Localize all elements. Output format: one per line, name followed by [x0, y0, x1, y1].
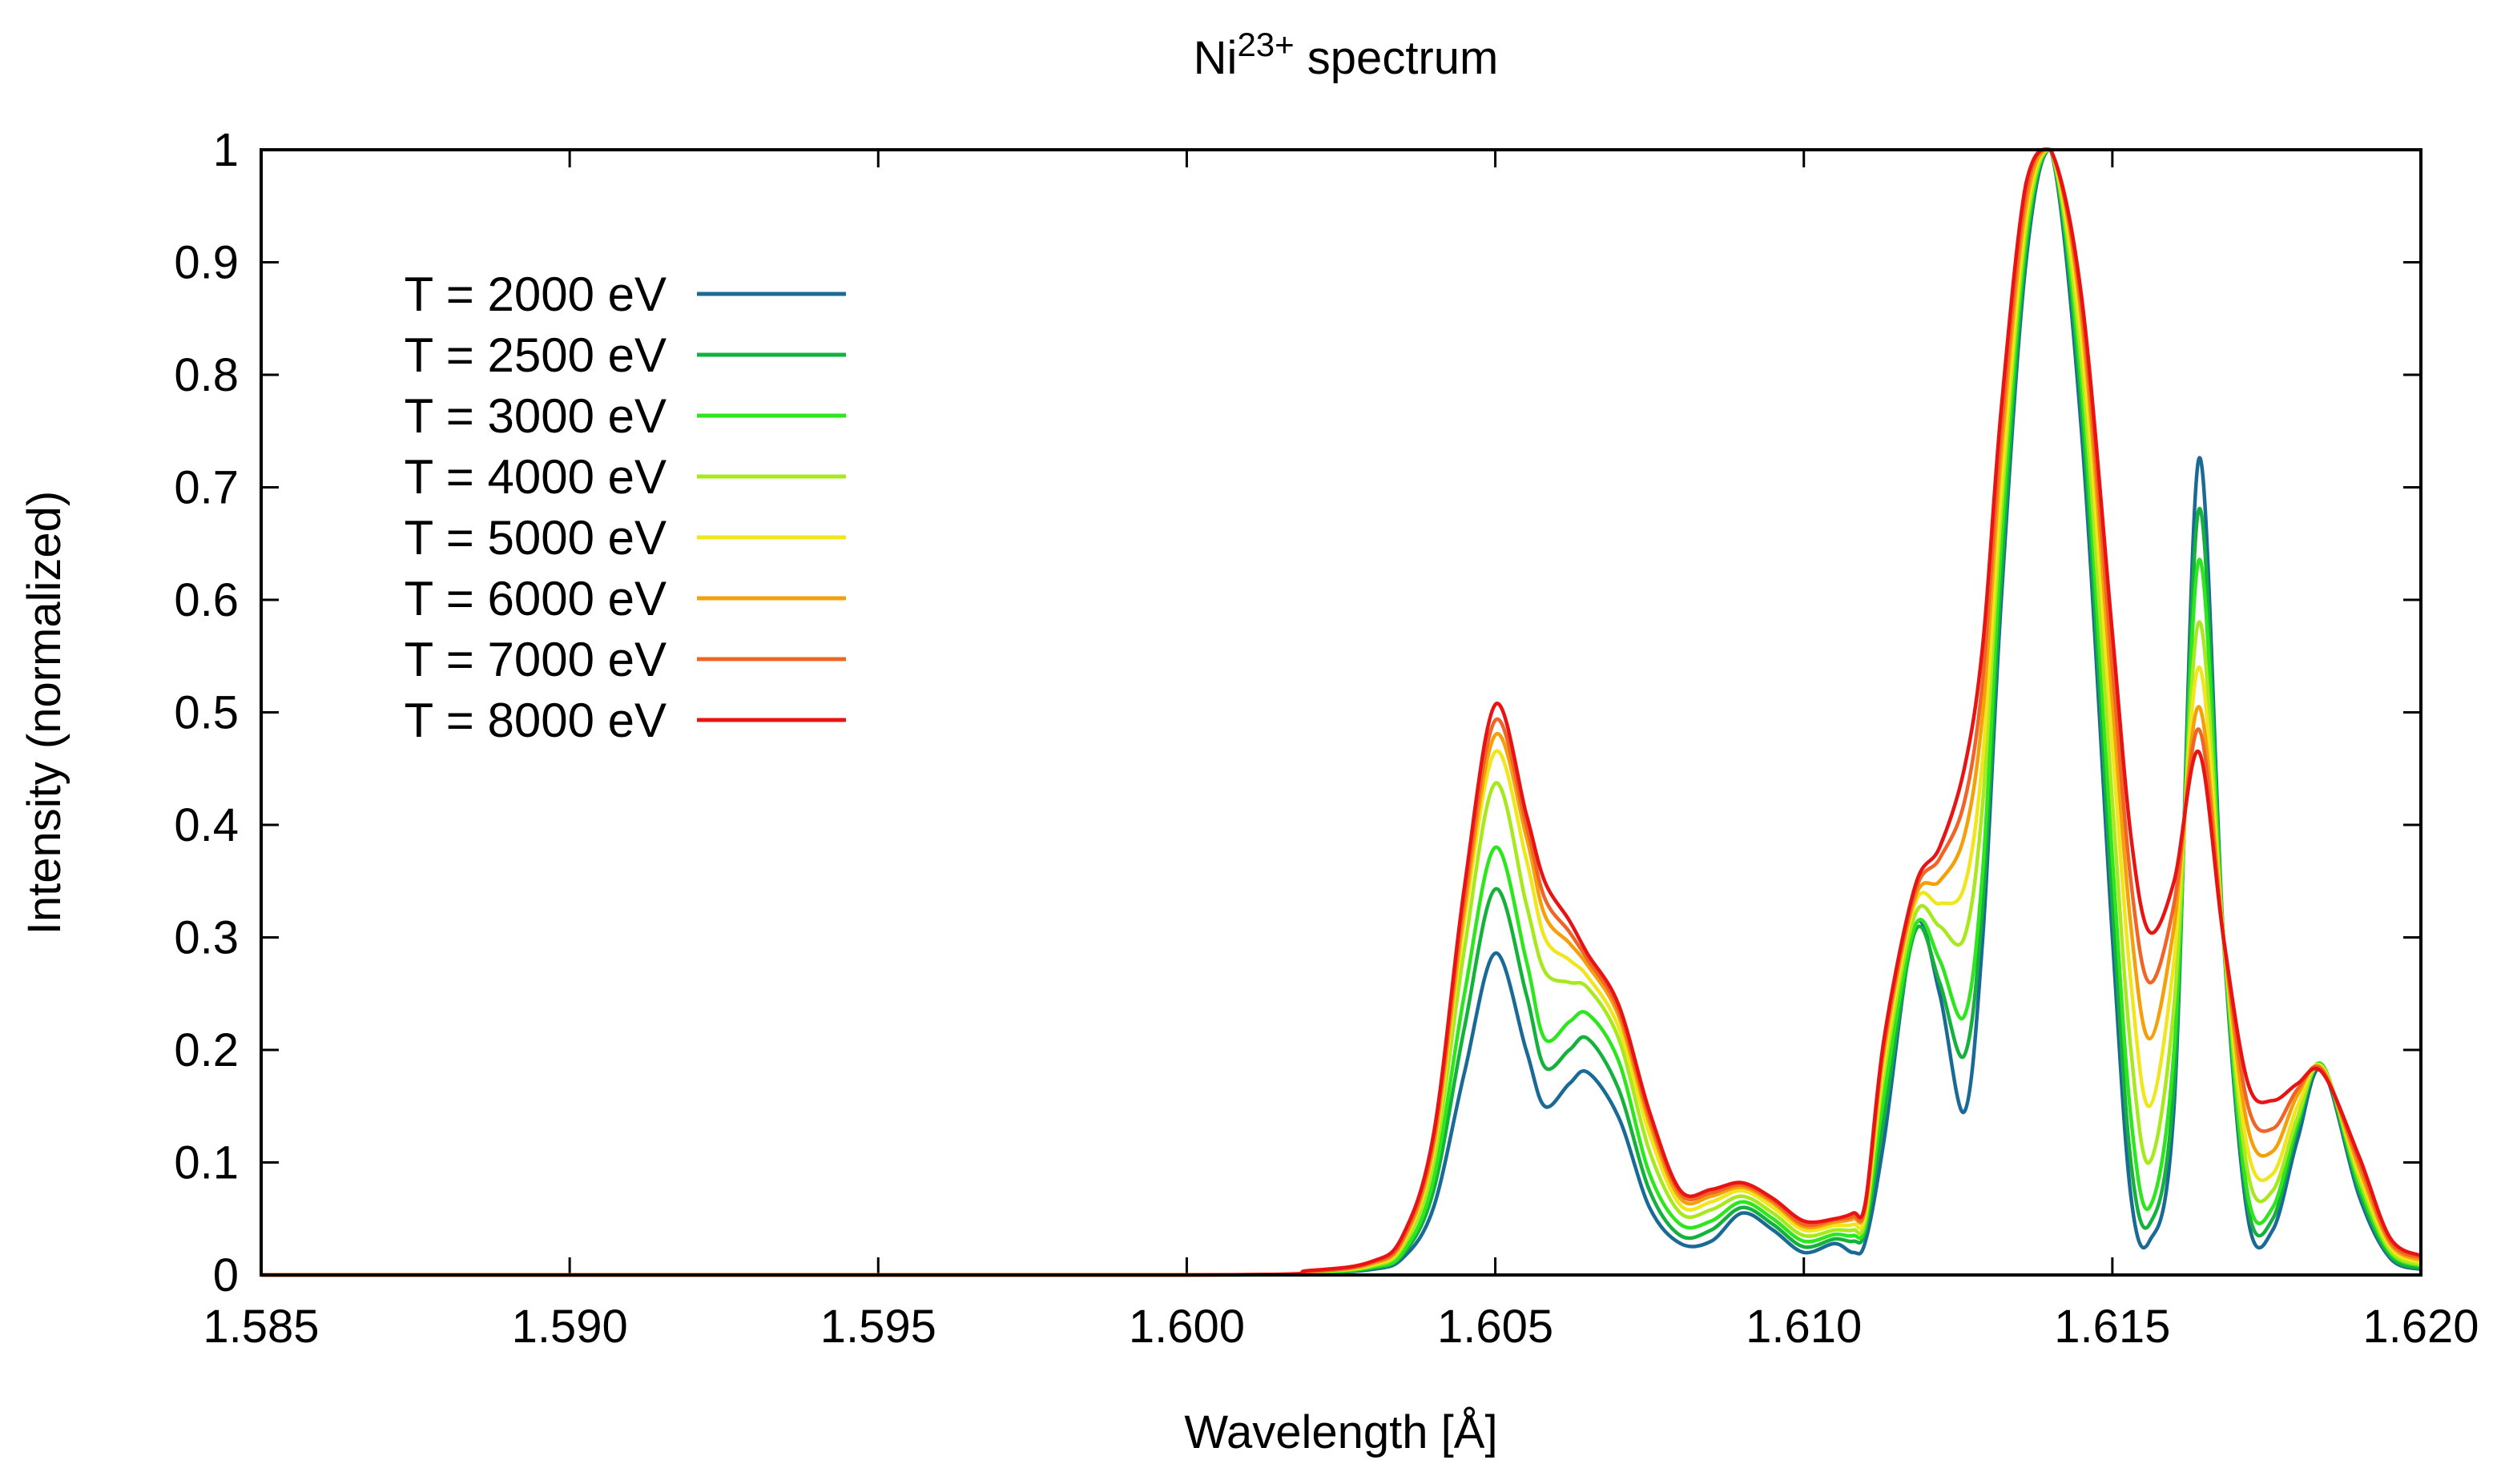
series-line-4: [261, 147, 2422, 1277]
chart-title-rest: spectrum: [1295, 32, 1499, 84]
tick-labels: 1.585 1.590 1.595 1.600 1.605 1.610 1.615 1.620…: [174, 124, 2479, 1353]
x-tick-label: 1.610: [1746, 1301, 1862, 1353]
y-tick-label: 0.2: [174, 1024, 239, 1076]
legend-label: T = 5000 eV: [405, 511, 667, 565]
y-axis-label: Intensity (normalized): [18, 491, 70, 935]
x-tick-label: 1.600: [1129, 1301, 1245, 1353]
legend-label: T = 2500 eV: [405, 328, 667, 382]
legend-label: T = 3000 eV: [405, 389, 667, 443]
x-tick-label: 1.605: [1437, 1301, 1553, 1353]
plot-frame: [260, 148, 2422, 1277]
chart-title-main: Ni: [1194, 32, 1238, 84]
series-line-3: [261, 147, 2422, 1277]
x-axis-label: Wavelength [Å]: [1184, 1406, 1497, 1458]
y-tick-label: 1: [213, 124, 239, 176]
legend-label: T = 7000 eV: [405, 633, 667, 686]
legend-label: T = 4000 eV: [405, 450, 667, 504]
x-tick-label: 1.620: [2362, 1301, 2479, 1353]
chart-title: Ni23+ spectrum: [1194, 26, 1499, 84]
x-tick-label: 1.590: [512, 1301, 628, 1353]
y-tick-label: 0.3: [174, 912, 239, 964]
x-tick-label: 1.595: [820, 1301, 936, 1353]
y-tick-label: 0.9: [174, 237, 239, 289]
x-tick-label: 1.585: [203, 1301, 319, 1353]
legend-label: T = 2000 eV: [405, 267, 667, 321]
legend-label: T = 6000 eV: [405, 572, 667, 625]
y-tick-label: 0.5: [174, 687, 239, 739]
y-tick-label: 0.8: [174, 349, 239, 401]
chart-title-superscript: 23+: [1237, 26, 1294, 63]
legend: T = 2000 eV T = 2500 eV T = 3000 eV T = 400…: [405, 267, 846, 747]
y-tick-label: 0.6: [174, 574, 239, 626]
series-lines: [261, 147, 2422, 1277]
y-tick-label: 0.4: [174, 799, 239, 851]
series-line-8: [261, 147, 2422, 1277]
y-tick-label: 0.7: [174, 462, 239, 514]
y-tick-label: 0: [213, 1249, 239, 1301]
x-tick-label: 1.615: [2054, 1301, 2170, 1353]
y-tick-label: 0.1: [174, 1137, 239, 1189]
legend-label: T = 8000 eV: [405, 694, 667, 747]
